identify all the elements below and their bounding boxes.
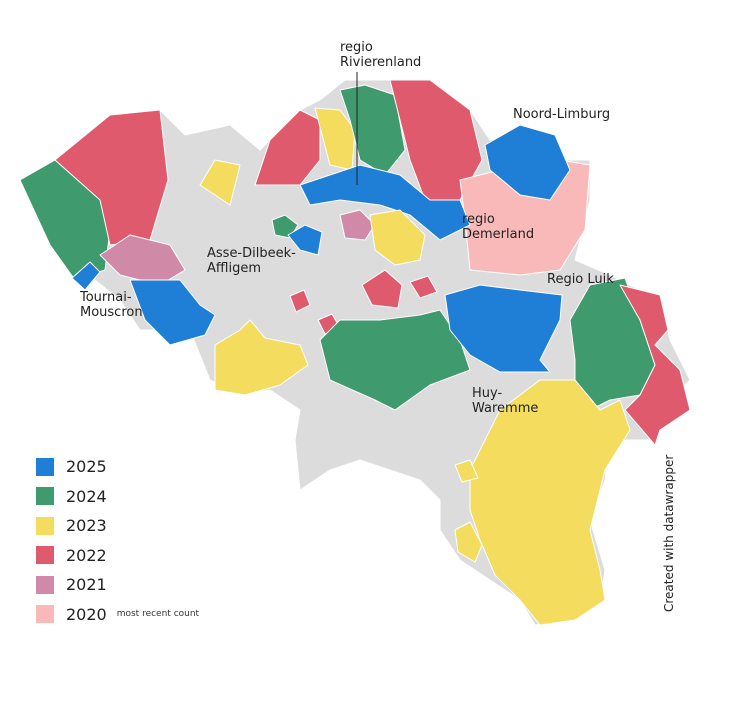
region-2025-band <box>299 164 471 241</box>
label-demerland: regio Demerland <box>462 212 534 242</box>
legend-swatch <box>36 605 54 624</box>
label-line: Waremme <box>472 401 539 416</box>
credit-text: Created with datawrapper <box>662 454 676 612</box>
label-line: Affligem <box>207 261 261 276</box>
legend-item-2023: 2023 <box>36 511 199 541</box>
region-2023-west-south <box>214 319 309 396</box>
region-2025-liege <box>444 284 563 373</box>
region-2022-blob3 <box>289 289 311 313</box>
region-2025-noord-limburg <box>484 124 571 201</box>
legend-swatch <box>36 487 54 506</box>
legend-item-2025: 2025 <box>36 452 199 482</box>
region-2025-tournai <box>129 279 216 346</box>
label-line: Rivierenland <box>340 55 422 70</box>
legend-label: 2020 <box>66 604 107 624</box>
region-2022-west <box>54 109 169 246</box>
label-line: Tournai- <box>80 290 132 305</box>
legend-item-2020: 2020 most recent count <box>36 600 199 630</box>
region-2022-blob2 <box>409 275 438 299</box>
region-2022-east <box>619 284 691 446</box>
label-rivierenland: regio Rivierenland <box>340 40 421 70</box>
region-2025-asse <box>287 224 323 256</box>
region-2024-rivierenland <box>339 84 406 176</box>
region-2023-small-south <box>454 521 483 563</box>
legend-label: 2024 <box>66 486 107 506</box>
label-line: regio <box>462 212 495 227</box>
legend: 2025 2024 2023 2022 2021 2020 most recent… <box>36 452 199 629</box>
legend-label: 2025 <box>66 457 107 477</box>
label-asse-dilbeek-affligem: Asse-Dilbeek- Affligem <box>207 246 296 276</box>
label-line: Demerland <box>462 227 535 242</box>
region-2023-south <box>469 379 631 626</box>
region-2022-blob1 <box>361 269 403 309</box>
region-2023-center <box>369 209 426 266</box>
legend-label: 2023 <box>66 516 107 536</box>
label-tournai-mouscron: Tournai- Mouscron <box>80 290 143 320</box>
region-2023-small-north <box>199 159 241 206</box>
region-2024-center <box>319 309 471 411</box>
label-huy-waremme: Huy- Waremme <box>472 386 538 416</box>
legend-item-2022: 2022 <box>36 541 199 571</box>
legend-swatch <box>36 516 54 535</box>
region-2021-center <box>339 209 376 241</box>
legend-swatch <box>36 457 54 476</box>
legend-swatch <box>36 575 54 594</box>
legend-item-2021: 2021 <box>36 570 199 600</box>
legend-note: most recent count <box>116 609 200 620</box>
label-line: Mouscron <box>80 305 143 320</box>
legend-label: 2021 <box>66 575 107 595</box>
region-2023-north <box>314 107 356 171</box>
legend-item-2024: 2024 <box>36 482 199 512</box>
label-regio-luik: Regio Luik <box>547 272 614 287</box>
region-2021-west <box>99 234 186 286</box>
legend-swatch <box>36 546 54 565</box>
label-line: regio <box>340 40 373 55</box>
region-2025-small <box>71 261 101 291</box>
legend-label: 2022 <box>66 545 107 565</box>
label-line: Huy- <box>472 386 503 401</box>
region-2023-small-east <box>454 459 479 483</box>
label-line: Asse-Dilbeek- <box>207 246 296 261</box>
label-noord-limburg: Noord-Limburg <box>513 107 611 122</box>
